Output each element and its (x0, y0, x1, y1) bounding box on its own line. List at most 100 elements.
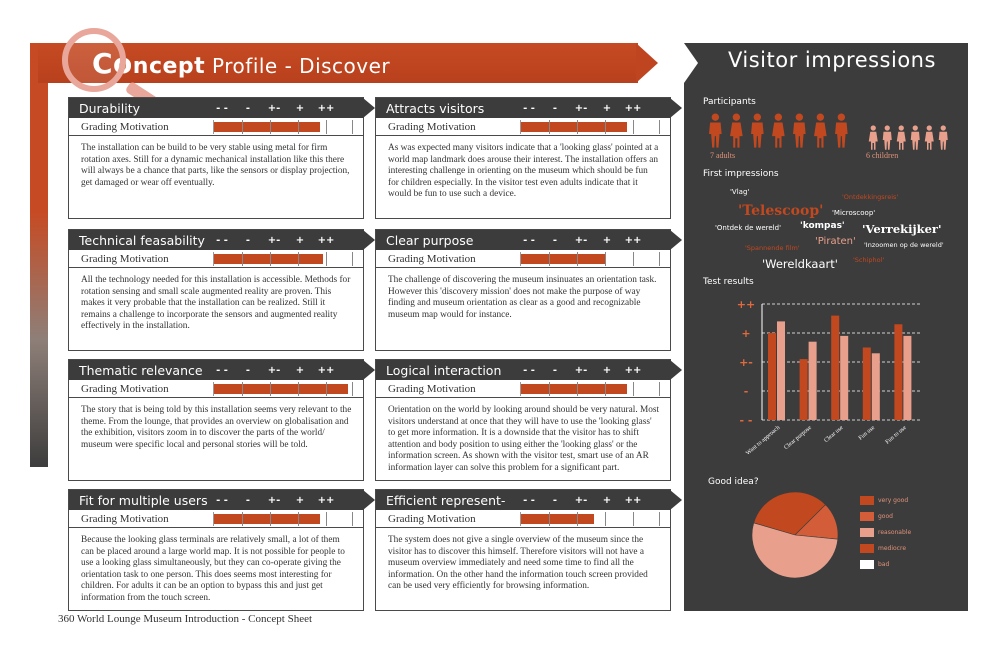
grade-tick (549, 511, 550, 526)
card-description: As was expected many visitors indicate t… (388, 143, 659, 200)
impression-word: 'Ontdekkingsreis' (842, 193, 899, 201)
header-tab (363, 230, 375, 250)
scale-label: +- (574, 494, 588, 506)
grade-tick (633, 381, 634, 396)
criteria-card: Efficient represent- - - - +- + ++ Grading Mot… (375, 489, 682, 611)
grade-tick (633, 251, 634, 266)
grade-row: Grading Motivation (376, 250, 670, 268)
scale-label: - (245, 102, 251, 114)
scale-label: + (295, 102, 305, 114)
impression-word: 'Microscoop' (832, 209, 876, 217)
title-bold: ncept (132, 54, 206, 79)
chart-bar (871, 353, 880, 420)
rating-scale: - - - +- + ++ (516, 103, 646, 114)
grade-row: Grading Motivation (376, 380, 670, 398)
card-description: Because the looking glass terminals are … (81, 535, 345, 603)
scale-label: ++ (624, 494, 642, 506)
grade-bar-track (520, 119, 660, 134)
scale-label: - - (523, 494, 535, 506)
grade-tick (298, 251, 299, 266)
grade-tick (549, 251, 550, 266)
rating-scale: - - - +- + ++ (209, 235, 339, 246)
card-description: Orientation on the world by looking arou… (388, 405, 660, 473)
grade-bar-fill (521, 513, 594, 524)
card-title: Logical interaction (386, 362, 502, 378)
criteria-card: Clear purpose - - - +- + ++ Grading Motivation… (375, 229, 682, 351)
adult-figure-icon (835, 113, 848, 148)
legend-swatch (860, 496, 874, 505)
legend-swatch (860, 528, 874, 537)
card-description: All the technology needed for this insta… (81, 275, 351, 332)
grade-bar-track (520, 251, 660, 266)
grade-tick (577, 511, 578, 526)
scale-label: - (245, 494, 251, 506)
header-tab (670, 490, 682, 510)
header-tab (670, 98, 682, 118)
child-figure-icon (938, 125, 948, 150)
grading-motivation-label: Grading Motivation (388, 120, 476, 133)
legend-label: reasonable (878, 529, 912, 536)
grade-tick (326, 251, 327, 266)
grade-tick (326, 119, 327, 134)
grade-row: Grading Motivation (376, 510, 670, 528)
title-banner-arrow (636, 43, 658, 83)
card-description: The challenge of discovering the museum … (388, 275, 657, 320)
scale-label: - (245, 234, 251, 246)
test-results-label: Test results (703, 277, 754, 287)
x-tick-label: Want to approach (745, 425, 781, 457)
grade-bar-fill (214, 121, 321, 132)
grade-tick (549, 119, 550, 134)
impression-word: 'Schiphol' (853, 256, 885, 264)
child-figure-icon (868, 125, 878, 150)
grade-tick (605, 511, 606, 526)
card-description: The system does not give a single overvi… (388, 535, 648, 592)
scale-label: - - (216, 494, 228, 506)
scale-label: +- (574, 102, 588, 114)
grading-motivation-label: Grading Motivation (388, 512, 476, 525)
card-header: Durability - - - +- + ++ (69, 98, 375, 118)
test-results-chart: ++++--- -Want to approach Clear purpose Cl… (737, 298, 920, 457)
impression-word: 'Ontdek de wereld' (715, 224, 781, 232)
card-title: Clear purpose (386, 232, 474, 248)
card-title: Durability (79, 100, 140, 116)
card-title: Fit for multiple users (79, 492, 208, 508)
scale-label: ++ (317, 102, 335, 114)
impression-word: 'Spannende film' (745, 244, 800, 252)
card-title: Thematic relevance (79, 362, 203, 378)
grade-tick (270, 511, 271, 526)
adult-figure-icon (814, 113, 827, 148)
header-tab (363, 490, 375, 510)
scale-label: + (602, 234, 612, 246)
rating-scale: - - - +- + ++ (209, 365, 339, 376)
good-idea-label: Good idea? (708, 477, 759, 487)
scale-label: - - (523, 234, 535, 246)
grade-tick (298, 119, 299, 134)
rating-scale: - - - +- + ++ (516, 495, 646, 506)
scale-label: - - (216, 102, 228, 114)
chart-bar (831, 315, 840, 420)
scale-label: ++ (317, 494, 335, 506)
card-header: Efficient represent- - - - +- + ++ (376, 490, 682, 510)
grade-tick (352, 511, 353, 526)
left-rail (30, 43, 48, 467)
pie-legend-item: very good (860, 496, 908, 505)
adult-figure-icon (793, 113, 806, 148)
grade-bar-fill (521, 253, 605, 264)
grade-tick (298, 511, 299, 526)
rating-scale: - - - +- + ++ (516, 235, 646, 246)
grade-tick (633, 119, 634, 134)
scale-label: ++ (624, 364, 642, 376)
grade-bar-track (213, 119, 353, 134)
panel-notch (684, 43, 698, 83)
grade-tick (577, 119, 578, 134)
legend-swatch (860, 560, 874, 569)
grade-bar-track (520, 511, 660, 526)
panel-title: Visitor impressions (728, 48, 936, 72)
scale-label: +- (267, 494, 281, 506)
grade-tick (270, 381, 271, 396)
x-tick-label: Fun to use (885, 425, 908, 446)
grade-tick (352, 251, 353, 266)
chart-bar (808, 341, 817, 420)
grade-bar-fill (214, 253, 324, 264)
header-tab (670, 230, 682, 250)
